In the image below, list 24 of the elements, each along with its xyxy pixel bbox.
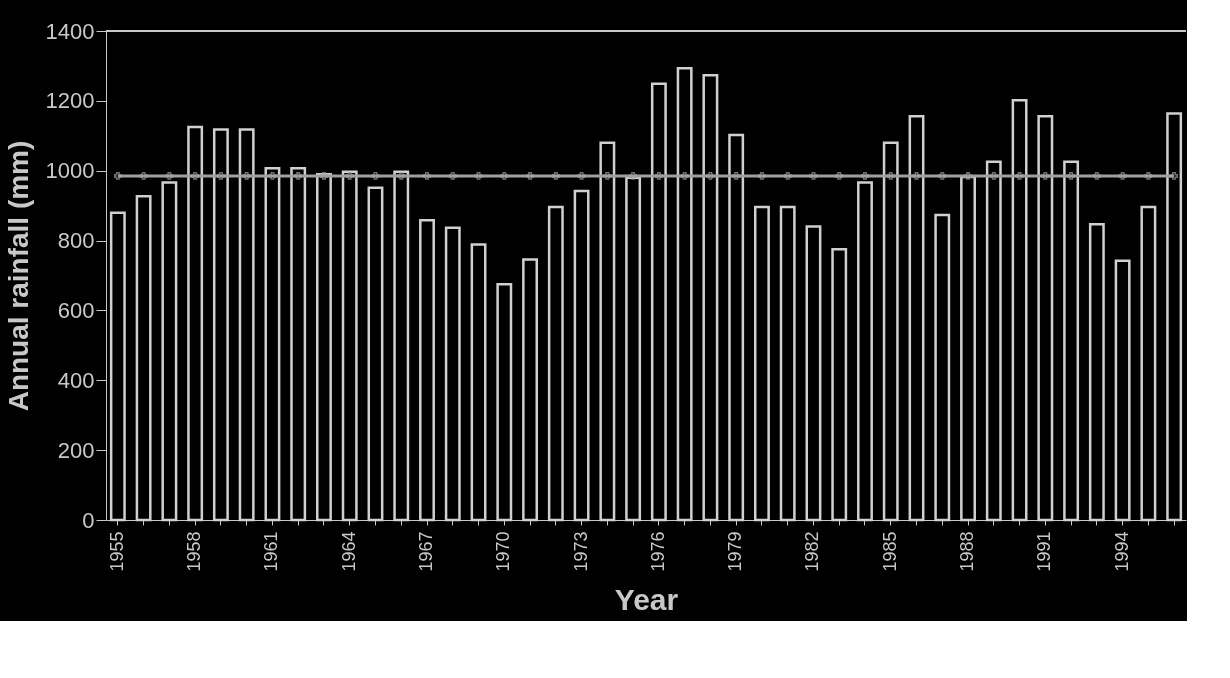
y-tick-label: 600 <box>57 297 95 323</box>
x-tick-label: 1976 <box>647 531 668 572</box>
x-tick-label: 1961 <box>261 531 282 572</box>
y-tick-label: 400 <box>57 367 95 393</box>
x-axis-title: Year <box>614 582 679 616</box>
x-tick-label: 1973 <box>570 531 591 572</box>
y-tick-label: 1400 <box>45 18 95 44</box>
x-tick-label: 1982 <box>802 531 823 572</box>
x-tick-label: 1967 <box>416 531 437 572</box>
x-tick-label: 1988 <box>957 531 978 572</box>
x-tick-label: 1955 <box>106 531 127 572</box>
y-tick-label: 1000 <box>45 158 95 184</box>
x-tick-label: 1991 <box>1034 531 1055 572</box>
y-tick-label: 1200 <box>45 88 95 114</box>
y-tick-label: 800 <box>57 228 95 254</box>
x-tick-label: 1958 <box>184 531 205 572</box>
x-tick-label: 1979 <box>725 531 746 572</box>
x-tick-label: 1970 <box>493 531 514 572</box>
y-tick-label: 200 <box>57 437 95 463</box>
y-tick-label: 0 <box>82 507 95 533</box>
x-tick-label: 1994 <box>1111 531 1132 572</box>
x-tick-label: 1964 <box>338 531 359 572</box>
y-axis-title: Annual rainfall (mm) <box>2 140 34 412</box>
x-tick-label: 1985 <box>879 531 900 572</box>
